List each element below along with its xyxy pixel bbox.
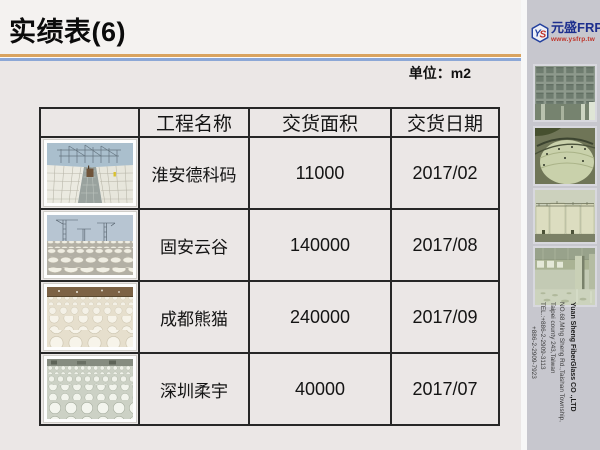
product-photo-interior [533, 246, 597, 307]
cell-delivery-area: 40000 [248, 352, 392, 426]
contact-phone-1: TEL.:+886-2-2909-3113 [539, 302, 547, 370]
header-project-name: 工程名称 [138, 107, 250, 138]
ys-hexagon-icon: Y S [531, 23, 549, 43]
cell-photo [39, 136, 140, 210]
rule-orange-line [0, 54, 521, 57]
project-photo-cylinder-field [43, 212, 136, 278]
divider-strip [521, 0, 527, 450]
contact-company: Yuan Sheng FiberGlass CO .,LTD [569, 302, 576, 412]
cell-project-name: 淮安德科码 [138, 136, 250, 210]
header-delivery-date: 交货日期 [390, 107, 500, 138]
product-photo-tank [533, 126, 597, 186]
unit-label: 单位：m2 [408, 65, 471, 81]
brand-name: 元盛FRP [551, 20, 600, 35]
brand-sidebar: Y S 元盛FRP www.ysfrp.tw [527, 0, 600, 450]
project-photo-dense-cylinders [43, 356, 136, 422]
performance-table: 工程名称 交货面积 交货日期 [39, 107, 500, 426]
cell-delivery-date: 2017/09 [390, 280, 500, 354]
cell-project-name: 固安云谷 [138, 208, 250, 282]
product-photo-tank-farm [533, 188, 597, 244]
logo-text: 元盛FRP www.ysfrp.tw [551, 20, 600, 43]
cell-project-name: 成都熊猫 [138, 280, 250, 354]
header-photo-column [39, 107, 140, 138]
contact-block: Yuan Sheng FiberGlass CO .,LTD NO.68,Min… [528, 302, 577, 444]
cell-photo [39, 352, 140, 426]
project-photo-construction-aisle [43, 140, 136, 206]
header-delivery-area: 交货面积 [248, 107, 392, 138]
contact-address-2: Taipei county 243,Taiwan [548, 302, 556, 374]
table-row: 深圳柔宇 40000 2017/07 [39, 352, 500, 426]
rule-blue-line [0, 58, 521, 61]
table-row: 淮安德科码 11000 2017/02 [39, 136, 500, 210]
table-row: 固安云谷 140000 2017/08 [39, 208, 500, 282]
product-photo-ceiling [533, 64, 597, 122]
contact-phone-2: +886-2-2909-7923 [529, 326, 537, 379]
monogram-s: S [540, 30, 547, 41]
cell-delivery-area: 140000 [248, 208, 392, 282]
cell-delivery-area: 11000 [248, 136, 392, 210]
cell-delivery-date: 2017/08 [390, 208, 500, 282]
title-rule [0, 54, 521, 61]
project-photo-tank-rows [43, 284, 136, 350]
title-band: 实绩表(6) [0, 0, 521, 54]
cell-photo [39, 280, 140, 354]
page-title: 实绩表(6) [9, 17, 126, 47]
slide-main: 实绩表(6) 单位：m2 工程名称 交货面积 交货日期 [0, 0, 521, 426]
monogram-y: Y [534, 29, 542, 40]
contact-address-1: NO.68,Ming Sheng Rd.,Taishan Township, [558, 302, 566, 422]
rule-gap [0, 57, 521, 58]
table-row: 成都熊猫 240000 2017/09 [39, 280, 500, 354]
cell-photo [39, 208, 140, 282]
cell-delivery-date: 2017/07 [390, 352, 500, 426]
table-header-row: 工程名称 交货面积 交货日期 [39, 107, 500, 138]
cell-delivery-date: 2017/02 [390, 136, 500, 210]
cell-project-name: 深圳柔宇 [138, 352, 250, 426]
brand-website: www.ysfrp.tw [551, 35, 596, 43]
cell-delivery-area: 240000 [248, 280, 392, 354]
company-logo: Y S 元盛FRP www.ysfrp.tw [530, 20, 600, 43]
